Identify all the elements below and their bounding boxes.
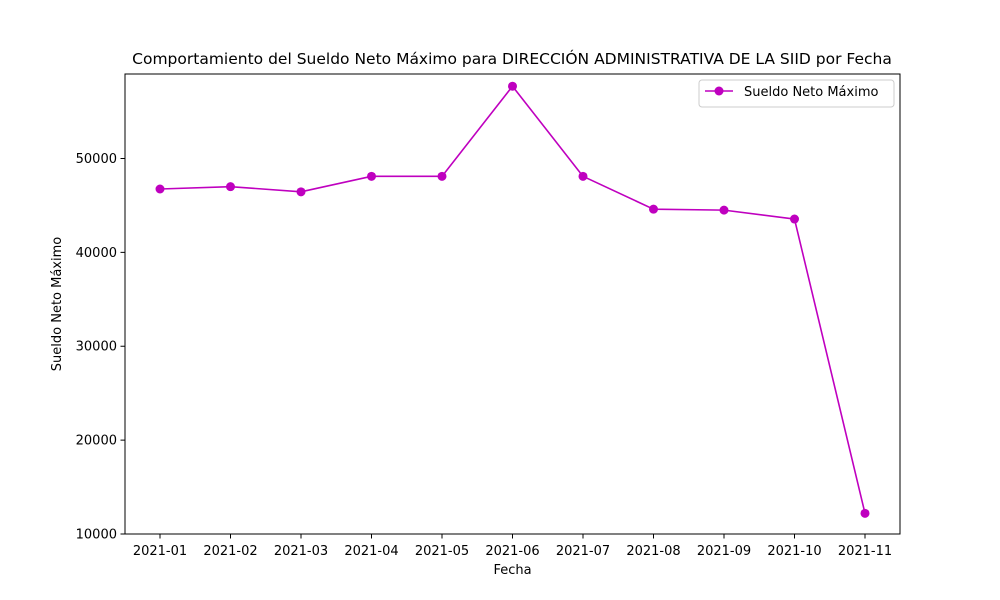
x-tick-label: 2021-06 <box>485 544 539 559</box>
legend-marker-sample <box>714 86 724 96</box>
x-tick-label: 2021-04 <box>344 544 398 559</box>
data-point <box>508 81 517 91</box>
x-tick-label: 2021-03 <box>274 544 328 559</box>
series-layer <box>155 81 870 518</box>
data-point <box>226 182 235 192</box>
plot-frame <box>124 73 901 535</box>
data-point <box>296 187 306 197</box>
x-tick-label: 2021-07 <box>556 544 610 559</box>
y-tick-label: 50000 <box>76 152 117 167</box>
x-tick-label: 2021-01 <box>133 544 187 559</box>
y-axis-label: Sueldo Neto Máximo <box>50 237 65 371</box>
data-point <box>155 184 165 194</box>
x-tick-label: 2021-09 <box>697 544 751 559</box>
chart-title: Comportamiento del Sueldo Neto Máximo pa… <box>132 49 892 68</box>
x-tick-label: 2021-05 <box>415 544 469 559</box>
y-tick-label: 20000 <box>76 434 117 449</box>
x-tick-label: 2021-11 <box>838 544 892 559</box>
plot-background <box>125 74 900 534</box>
data-point <box>649 204 658 214</box>
y-tick-label: 40000 <box>76 246 117 261</box>
y-tick-label: 10000 <box>76 528 117 543</box>
axis-ticks: 2021-01 2021-02 2021-03 2021-04 2021-05 2021-… <box>76 152 893 559</box>
data-point <box>790 214 799 224</box>
legend: Sueldo Neto Máximo <box>698 79 895 108</box>
data-point <box>437 171 447 181</box>
legend-box <box>698 79 895 108</box>
data-point <box>578 171 588 181</box>
y-tick-label: 30000 <box>76 340 117 355</box>
x-tick-label: 2021-10 <box>767 544 821 559</box>
data-point <box>860 508 870 518</box>
x-tick-label: 2021-02 <box>203 544 257 559</box>
data-point <box>719 205 729 215</box>
data-point <box>367 171 376 181</box>
x-axis-label: Fecha <box>493 563 531 578</box>
plot-area <box>125 74 900 534</box>
legend-label: Sueldo Neto Máximo <box>744 85 878 100</box>
x-tick-label: 2021-08 <box>626 544 680 559</box>
